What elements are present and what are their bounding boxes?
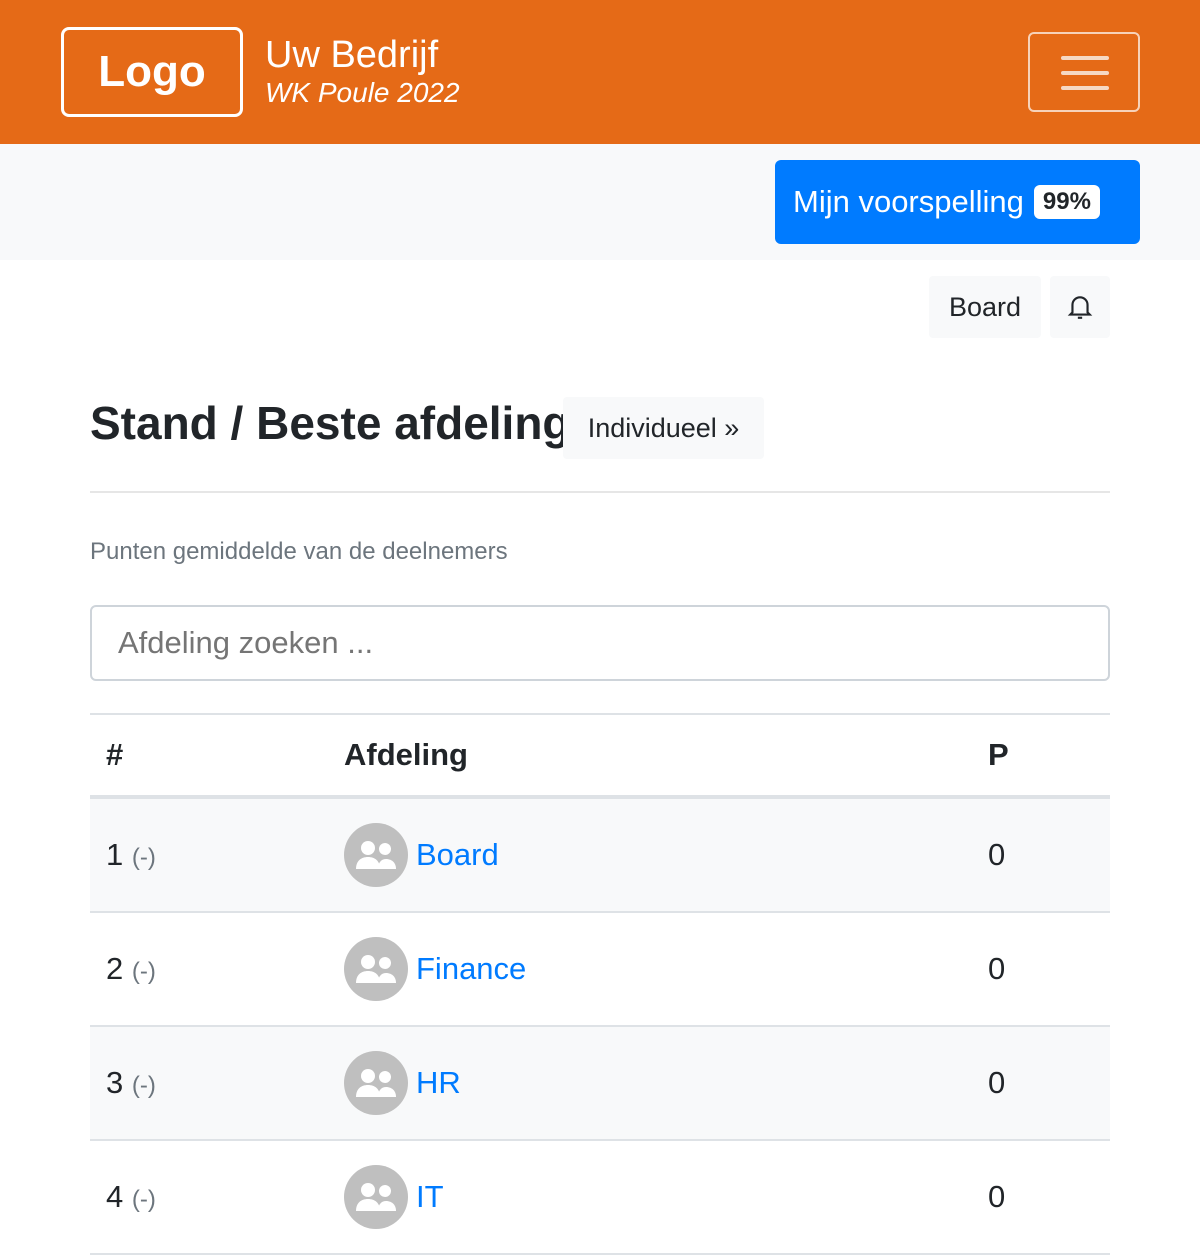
hamburger-icon <box>1061 56 1109 60</box>
users-icon <box>356 1183 396 1211</box>
table-row: 3 (-) HR 0 <box>90 1027 1110 1141</box>
rank-cell: 3 (-) <box>106 1065 156 1101</box>
rank-cell: 2 (-) <box>106 951 156 987</box>
group-avatar <box>344 937 408 1001</box>
rank-cell: 1 (-) <box>106 837 156 873</box>
department-cell: Board <box>344 823 499 887</box>
rank-change: (-) <box>131 844 156 871</box>
notifications-button[interactable] <box>1050 276 1110 338</box>
group-avatar <box>344 823 408 887</box>
department-cell: IT <box>344 1165 444 1229</box>
rank-change: (-) <box>131 958 156 985</box>
rank: 1 <box>106 837 124 872</box>
department-link[interactable]: HR <box>416 1065 461 1100</box>
progress-badge: 99% <box>1033 185 1100 219</box>
points: 0 <box>988 1179 1006 1214</box>
table-row: 2 (-) Finance 0 <box>90 913 1110 1027</box>
individual-link[interactable]: Individueel » <box>563 397 764 459</box>
app-subtitle: WK Poule 2022 <box>265 77 460 108</box>
group-avatar <box>344 1051 408 1115</box>
bell-icon <box>1067 296 1093 319</box>
hamburger-icon <box>1061 86 1109 90</box>
group-avatar <box>344 1165 408 1229</box>
description: Punten gemiddelde van de deelnemers <box>90 538 508 565</box>
header-points: P <box>988 737 1009 772</box>
rank: 3 <box>106 1065 124 1100</box>
table-row: 1 (-) Board 0 <box>90 799 1110 913</box>
points: 0 <box>988 951 1006 986</box>
rank: 4 <box>106 1179 124 1214</box>
page-title: Stand / Beste afdeling <box>90 397 571 449</box>
points: 0 <box>988 1065 1006 1100</box>
rank-cell: 4 (-) <box>106 1179 156 1215</box>
department-cell: Finance <box>344 937 526 1001</box>
users-icon <box>356 1069 396 1097</box>
subbar: Mijn voorspelling 99% <box>0 144 1200 260</box>
hamburger-icon <box>1061 71 1109 75</box>
brand: Uw Bedrijf WK Poule 2022 <box>265 34 460 110</box>
header-department: Afdeling <box>344 737 468 772</box>
department-search-input[interactable] <box>90 605 1110 681</box>
divider <box>90 491 1110 493</box>
header-rank: # <box>106 737 124 772</box>
department-link[interactable]: Board <box>416 837 499 872</box>
department-link[interactable]: Finance <box>416 951 527 986</box>
my-prediction-button[interactable]: Mijn voorspelling 99% <box>775 160 1140 244</box>
company-name: Uw Bedrijf <box>265 34 439 76</box>
table-header: # Afdeling P <box>90 715 1110 799</box>
users-icon <box>356 955 396 983</box>
board-button[interactable]: Board <box>929 276 1041 338</box>
department-cell: HR <box>344 1051 461 1115</box>
department-link[interactable]: IT <box>416 1179 444 1214</box>
my-prediction-label: Mijn voorspelling <box>793 184 1024 219</box>
navbar: Logo Uw Bedrijf WK Poule 2022 <box>0 0 1200 144</box>
logo[interactable]: Logo <box>61 27 243 117</box>
users-icon <box>356 841 396 869</box>
rank: 2 <box>106 951 124 986</box>
points: 0 <box>988 837 1006 872</box>
menu-toggle-button[interactable] <box>1028 32 1140 112</box>
table-row: 4 (-) IT 0 <box>90 1141 1110 1255</box>
rank-change: (-) <box>131 1072 156 1099</box>
